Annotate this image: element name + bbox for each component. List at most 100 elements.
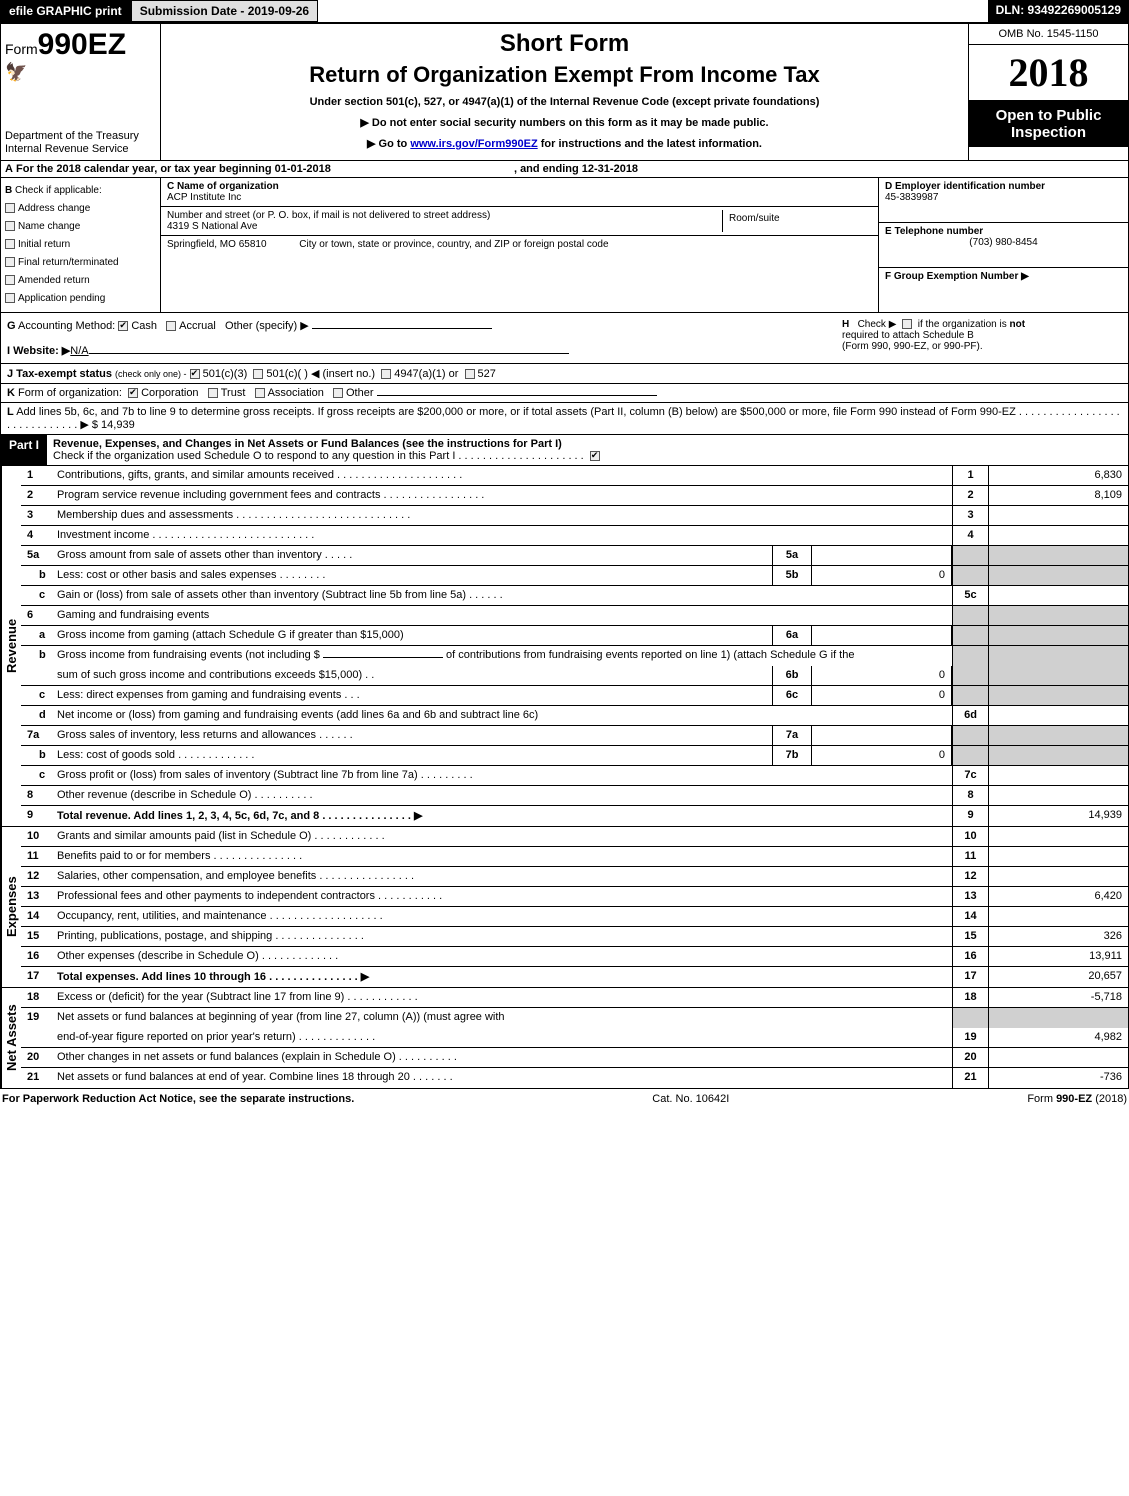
chk-address-change[interactable] bbox=[5, 203, 15, 213]
row-5b: b Less: cost or other basis and sales ex… bbox=[21, 566, 1128, 586]
chk-final-return[interactable] bbox=[5, 257, 15, 267]
row-21: 21 Net assets or fund balances at end of… bbox=[21, 1068, 1128, 1088]
row-4-rval bbox=[988, 526, 1128, 545]
lbl-501c: 501(c)( ) ◀ (insert no.) bbox=[266, 368, 375, 380]
row-6a: a Gross income from gaming (attach Sched… bbox=[21, 626, 1128, 646]
row-13-rnum: 13 bbox=[952, 887, 988, 906]
chk-schedule-o-part1[interactable] bbox=[590, 451, 600, 461]
goto-link[interactable]: www.irs.gov/Form990EZ bbox=[410, 138, 537, 150]
row-1-rval: 6,830 bbox=[988, 466, 1128, 485]
efile-print-button[interactable]: efile GRAPHIC print bbox=[0, 0, 131, 22]
city-value: Springfield, MO 65810 bbox=[167, 239, 267, 250]
other-method-input[interactable] bbox=[312, 328, 492, 329]
row-10-rval bbox=[988, 827, 1128, 846]
row-7b-rval-grey bbox=[988, 746, 1128, 765]
box-b-label: B bbox=[5, 185, 12, 196]
under-section-text: Under section 501(c), 527, or 4947(a)(1)… bbox=[167, 96, 962, 108]
chk-schedule-b[interactable] bbox=[902, 319, 912, 329]
form-header: Form990EZ 🦅 Department of the Treasury I… bbox=[0, 22, 1129, 161]
part-1-title: Revenue, Expenses, and Changes in Net As… bbox=[53, 438, 562, 450]
line-g: G Accounting Method: Cash Accrual Other … bbox=[7, 319, 569, 357]
row-6b-mval: 0 bbox=[812, 666, 952, 685]
chk-name-change[interactable] bbox=[5, 221, 15, 231]
row-1: 1 Contributions, gifts, grants, and simi… bbox=[21, 466, 1128, 486]
row-6b-mnum: 6b bbox=[772, 666, 812, 685]
lbl-application-pending: Application pending bbox=[18, 293, 105, 304]
chk-cash[interactable] bbox=[118, 321, 128, 331]
lbl-name-change: Name change bbox=[18, 221, 80, 232]
chk-4947[interactable] bbox=[381, 369, 391, 379]
row-7b-mval: 0 bbox=[812, 746, 952, 765]
row-7b-num: b bbox=[21, 746, 55, 765]
lbl-amended-return: Amended return bbox=[18, 275, 90, 286]
row-3: 3 Membership dues and assessments . . . … bbox=[21, 506, 1128, 526]
phone-label: E Telephone number bbox=[885, 226, 983, 237]
row-7a-mnum: 7a bbox=[772, 726, 812, 745]
line-i-label: I Website: ▶ bbox=[7, 345, 70, 357]
line-k: K Form of organization: Corporation Trus… bbox=[0, 384, 1129, 403]
row-2-desc: Program service revenue including govern… bbox=[55, 486, 952, 505]
goto-suffix: for instructions and the latest informat… bbox=[538, 138, 762, 150]
row-7a-desc: Gross sales of inventory, less returns a… bbox=[55, 726, 772, 745]
row-12-num: 12 bbox=[21, 867, 55, 886]
line-a-text1: For the 2018 calendar year, or tax year … bbox=[16, 163, 331, 175]
row-7c-desc: Gross profit or (loss) from sales of inv… bbox=[55, 766, 952, 785]
lbl-other-method: Other (specify) ▶ bbox=[225, 320, 309, 332]
goto-prefix: ▶ Go to bbox=[367, 138, 410, 150]
row-14-rnum: 14 bbox=[952, 907, 988, 926]
city-label: City or town, state or province, country… bbox=[299, 239, 608, 250]
row-6b-blank[interactable] bbox=[323, 657, 443, 658]
row-15-rval: 326 bbox=[988, 927, 1128, 946]
row-5b-mval: 0 bbox=[812, 566, 952, 585]
chk-trust[interactable] bbox=[208, 388, 218, 398]
row-16: 16 Other expenses (describe in Schedule … bbox=[21, 947, 1128, 967]
row-9-rval: 14,939 bbox=[988, 806, 1128, 826]
chk-corporation[interactable] bbox=[128, 388, 138, 398]
row-4-desc: Investment income . . . . . . . . . . . … bbox=[55, 526, 952, 545]
phone-value: (703) 980-8454 bbox=[885, 237, 1122, 248]
chk-527[interactable] bbox=[465, 369, 475, 379]
row-5b-num: b bbox=[21, 566, 55, 585]
chk-amended-return[interactable] bbox=[5, 275, 15, 285]
row-6d-rval bbox=[988, 706, 1128, 725]
row-6: 6 Gaming and fundraising events bbox=[21, 606, 1128, 626]
street-label: Number and street (or P. O. box, if mail… bbox=[167, 210, 490, 221]
chk-association[interactable] bbox=[255, 388, 265, 398]
row-21-rval: -736 bbox=[988, 1068, 1128, 1088]
row-17-rnum: 17 bbox=[952, 967, 988, 987]
chk-application-pending[interactable] bbox=[5, 293, 15, 303]
row-6a-desc: Gross income from gaming (attach Schedul… bbox=[55, 626, 772, 645]
chk-accrual[interactable] bbox=[166, 321, 176, 331]
row-5c: c Gain or (loss) from sale of assets oth… bbox=[21, 586, 1128, 606]
row-5b-desc: Less: cost or other basis and sales expe… bbox=[55, 566, 772, 585]
row-19-desc2: end-of-year figure reported on prior yea… bbox=[55, 1028, 952, 1047]
row-8-num: 8 bbox=[21, 786, 55, 805]
row-14-desc: Occupancy, rent, utilities, and maintena… bbox=[55, 907, 952, 926]
row-8-rval bbox=[988, 786, 1128, 805]
row-6c-desc: Less: direct expenses from gaming and fu… bbox=[55, 686, 772, 705]
box-c-label: C bbox=[167, 181, 174, 192]
chk-other-org[interactable] bbox=[333, 388, 343, 398]
box-def: D Employer identification number 45-3839… bbox=[878, 178, 1128, 312]
chk-501c3[interactable] bbox=[190, 369, 200, 379]
chk-initial-return[interactable] bbox=[5, 239, 15, 249]
row-21-rnum: 21 bbox=[952, 1068, 988, 1088]
row-2-rval: 8,109 bbox=[988, 486, 1128, 505]
row-16-rval: 13,911 bbox=[988, 947, 1128, 966]
row-5c-desc: Gain or (loss) from sale of assets other… bbox=[55, 586, 952, 605]
row-5c-rval bbox=[988, 586, 1128, 605]
chk-501c[interactable] bbox=[253, 369, 263, 379]
line-a-label: A bbox=[5, 163, 13, 175]
row-6-rnum-grey bbox=[952, 606, 988, 625]
footer-left: For Paperwork Reduction Act Notice, see … bbox=[2, 1093, 354, 1105]
row-16-rnum: 16 bbox=[952, 947, 988, 966]
ein-label: D Employer identification number bbox=[885, 181, 1045, 192]
row-7b-rnum-grey bbox=[952, 746, 988, 765]
row-10: 10 Grants and similar amounts paid (list… bbox=[21, 827, 1128, 847]
line-h-label: H bbox=[842, 319, 849, 330]
line-h-check: Check ▶ bbox=[858, 319, 897, 330]
website-underline bbox=[89, 353, 569, 354]
top-bar: efile GRAPHIC print Submission Date - 20… bbox=[0, 0, 1129, 22]
form-prefix: Form bbox=[5, 41, 38, 57]
row-6b-1: b Gross income from fundraising events (… bbox=[21, 646, 1128, 666]
